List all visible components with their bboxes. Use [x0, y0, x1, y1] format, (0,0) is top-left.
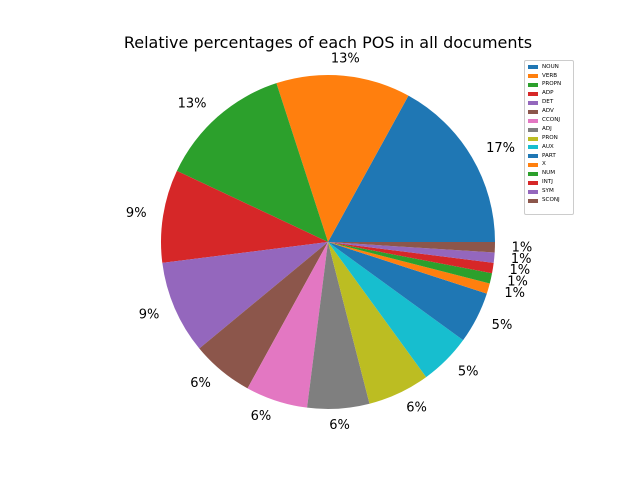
legend-item-adv: ADV — [528, 107, 570, 116]
pie-slice-pron — [328, 242, 427, 404]
pie-slice-adj — [307, 242, 370, 410]
legend-label: X — [542, 161, 546, 168]
pie-slice-x — [328, 242, 490, 294]
legend-item-adp: ADP — [528, 90, 570, 99]
legend-label: PRON — [542, 134, 558, 141]
pie-percent-labels: 17%13%13%9%9%6%6%6%6%5%5%1%1%1%1%1% — [126, 52, 532, 433]
legend-swatch — [528, 65, 538, 70]
legend-item-noun: NOUN — [528, 63, 570, 72]
pie-label-det: 9% — [139, 307, 160, 322]
legend-item-aux: AUX — [528, 143, 570, 152]
pie-label-adp: 9% — [126, 206, 147, 221]
pie-label-aux: 5% — [458, 364, 479, 379]
legend-item-propn: PROPN — [528, 81, 570, 90]
pie-slice-cconj — [247, 242, 328, 408]
legend-swatch — [528, 163, 538, 168]
pie-label-propn: 13% — [178, 97, 207, 112]
legend-item-pron: PRON — [528, 134, 570, 143]
pie-label-adj: 6% — [329, 418, 350, 433]
legend-swatch — [528, 109, 538, 114]
chart-title: Relative percentages of each POS in all … — [123, 33, 533, 52]
legend-item-cconj: CCONJ — [528, 116, 570, 125]
legend-swatch — [528, 127, 538, 132]
pie-slices — [161, 75, 496, 410]
legend-item-part: PART — [528, 152, 570, 161]
legend-label: NOUN — [542, 63, 559, 70]
legend-swatch — [528, 83, 538, 88]
legend-swatch — [528, 181, 538, 186]
legend-swatch — [528, 118, 538, 123]
legend-swatch — [528, 92, 538, 97]
legend-item-sym: SYM — [528, 187, 570, 196]
pie-label-verb: 13% — [331, 52, 360, 67]
legend-swatch — [528, 198, 538, 203]
legend-swatch — [528, 145, 538, 150]
legend-swatch — [528, 101, 538, 105]
legend-item-x: X — [528, 161, 570, 170]
pie-slice-noun — [328, 95, 495, 242]
pie-label-intj: 1% — [509, 263, 530, 278]
legend-swatch — [528, 172, 538, 177]
legend-item-det: DET — [528, 99, 570, 108]
legend-label: PROPN — [542, 81, 562, 88]
pie-label-noun: 17% — [486, 141, 515, 156]
legend-item-verb: VERB — [528, 72, 570, 81]
legend-item-num: NUM — [528, 170, 570, 179]
legend-item-intj: INTJ — [528, 179, 570, 188]
legend-label: NUM — [542, 170, 556, 177]
pie-slice-num — [328, 242, 493, 284]
legend-swatch — [528, 154, 538, 159]
legend-label: DET — [542, 99, 554, 106]
legend-swatch — [528, 189, 538, 194]
legend-label: AUX — [542, 143, 554, 150]
pie-label-x: 1% — [504, 286, 525, 301]
pie-label-sconj: 1% — [512, 240, 533, 255]
pie-slice-det — [162, 242, 328, 349]
legend-label: CCONJ — [542, 116, 561, 123]
legend-label: PART — [542, 152, 556, 159]
legend-item-sconj: SCONJ — [528, 196, 570, 205]
pie-slice-adp — [161, 170, 328, 263]
legend-label: VERB — [542, 72, 558, 79]
legend-label: SCONJ — [542, 197, 560, 203]
pie-slice-part — [328, 242, 487, 341]
legend-label: SYM — [542, 188, 554, 195]
chart-legend: NOUN VERB PROPN ADP DET ADV CCONJ ADJ PRON AUX PAR… — [524, 60, 574, 215]
pie-slice-verb — [276, 75, 409, 243]
legend-swatch — [528, 136, 538, 141]
legend-label: ADV — [542, 108, 554, 115]
pie-label-adv: 6% — [190, 376, 211, 391]
legend-swatch — [528, 74, 538, 79]
pie-slice-propn — [176, 83, 328, 243]
pie-slice-aux — [328, 242, 464, 378]
pie-label-cconj: 6% — [251, 409, 272, 424]
legend-label: ADP — [542, 90, 554, 97]
pie-slice-sym — [328, 242, 495, 263]
pie-slice-adv — [199, 242, 328, 389]
legend-label: ADJ — [542, 125, 552, 132]
legend-label: INTJ — [542, 179, 553, 186]
pie-label-part: 5% — [492, 318, 513, 333]
pie-label-num: 1% — [507, 275, 528, 290]
legend-item-adj: ADJ — [528, 125, 570, 134]
pie-slice-intj — [328, 242, 494, 274]
pie-slice-sconj — [328, 242, 496, 253]
pie-label-pron: 6% — [406, 401, 427, 416]
pie-label-sym: 1% — [511, 252, 532, 267]
